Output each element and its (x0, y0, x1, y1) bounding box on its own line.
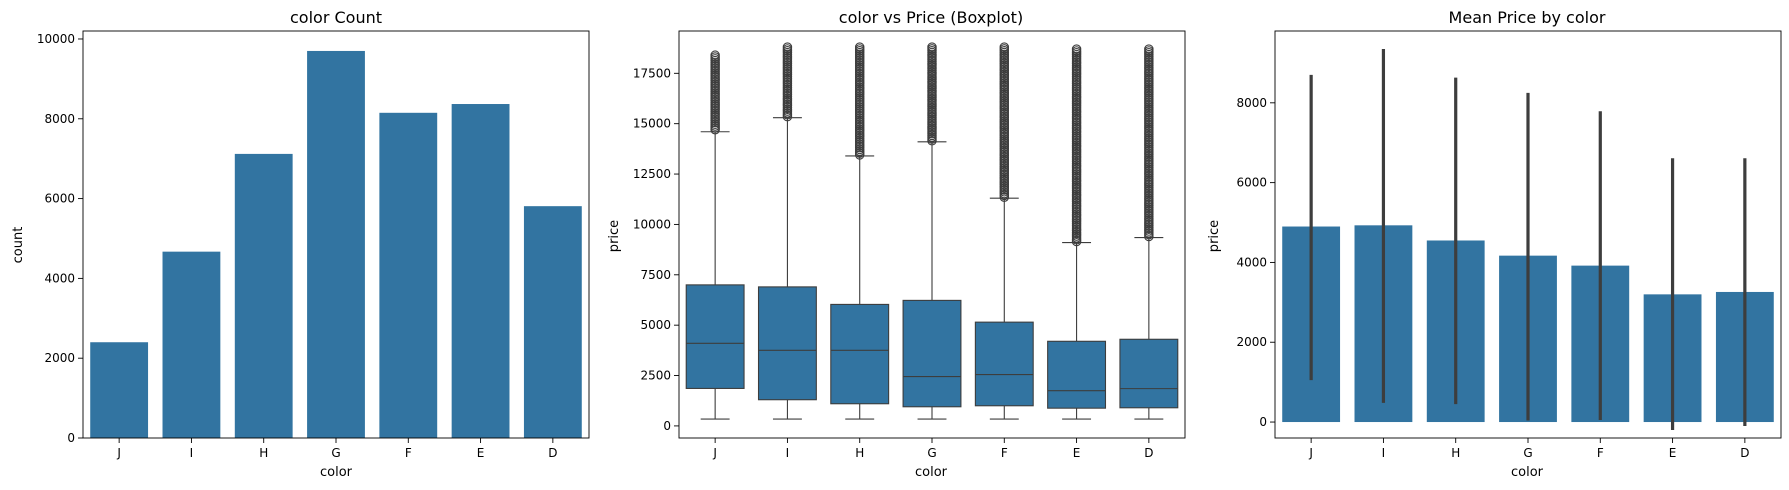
y-tick-label: 12500 (633, 167, 671, 181)
panel2-marks: 0 2500 5000 7500 10000 12500 15000 17500 J I H G F E D (633, 42, 1179, 460)
x-tick-label: E (477, 446, 485, 460)
panel1-frame (82, 30, 590, 439)
panel-boxplot: color vs Price (Boxplot) color price 0 25… (607, 8, 1186, 480)
x-tick-label: H (1451, 446, 1460, 460)
x-tick-label: F (1597, 446, 1604, 460)
outlier-point (1144, 44, 1154, 54)
x-tick-label: J (116, 446, 121, 460)
y-tick-label: 2000 (1236, 335, 1267, 349)
box (685, 284, 745, 389)
y-tick-label: 2500 (640, 369, 671, 383)
y-tick-label: 6000 (44, 192, 75, 206)
y-tick-label: 8000 (1236, 96, 1267, 110)
y-tick-label: 0 (663, 419, 671, 433)
panel2-title: color vs Price (Boxplot) (839, 8, 1023, 27)
outlier-point (927, 42, 937, 52)
panel3-ylabel: price (1207, 220, 1222, 252)
y-tick-label: 5000 (640, 318, 671, 332)
x-tick-label: D (1740, 446, 1749, 460)
x-tick-label: I (786, 446, 790, 460)
x-tick-label: D (1144, 446, 1153, 460)
x-tick-label: H (259, 446, 268, 460)
panel1-marks: 0 2000 4000 6000 8000 10000 J I H G F E D (37, 32, 582, 460)
box (902, 299, 962, 408)
bar (307, 50, 365, 438)
y-tick-label: 0 (67, 431, 75, 445)
x-tick-label: I (190, 446, 194, 460)
x-tick-label: J (712, 446, 717, 460)
x-tick-label: E (1073, 446, 1081, 460)
bar (234, 153, 293, 438)
y-tick-label: 10000 (37, 32, 75, 46)
outlier-point (782, 42, 793, 52)
x-tick-label: E (1669, 446, 1677, 460)
panel1-xlabel: color (320, 465, 353, 480)
bar (523, 206, 582, 438)
x-tick-label: H (855, 446, 864, 460)
x-tick-label: J (1308, 446, 1313, 460)
box (1119, 338, 1179, 409)
box (974, 321, 1034, 407)
y-tick-label: 7500 (640, 268, 671, 282)
panel3-xlabel: color (1511, 465, 1544, 480)
box (757, 286, 817, 401)
y-tick-label: 2000 (44, 351, 75, 365)
bar (162, 251, 221, 438)
outlier-point (999, 42, 1010, 52)
bar (379, 112, 438, 439)
outlier-point (710, 50, 720, 60)
x-tick-label: F (1001, 446, 1008, 460)
panel2-ylabel: price (607, 220, 622, 252)
y-tick-label: 4000 (1236, 255, 1267, 269)
panel-color-count: color Count color count 0 2000 4000 6000 800… (11, 8, 590, 480)
y-tick-label: 15000 (633, 117, 671, 131)
y-tick-label: 17500 (633, 66, 671, 80)
outlier-point (854, 42, 865, 52)
x-tick-label: G (331, 446, 340, 460)
panel3-title: Mean Price by color (1449, 8, 1606, 27)
y-tick-label: 10000 (633, 217, 671, 231)
panel1-title: color Count (290, 8, 382, 27)
x-tick-label: G (927, 446, 936, 460)
outlier-point (1071, 44, 1082, 54)
panel3-frame (1274, 30, 1782, 439)
bar (451, 104, 510, 438)
bar (90, 342, 149, 438)
box (1047, 340, 1107, 409)
panel3-marks: 0 2000 4000 6000 8000 J I H G F E D (1236, 48, 1774, 460)
x-tick-label: I (1382, 446, 1386, 460)
y-tick-label: 4000 (44, 271, 75, 285)
panel-mean-price: Mean Price by color color price 0 2000 400… (1207, 8, 1782, 480)
x-tick-label: G (1523, 446, 1532, 460)
panel1-ylabel: count (11, 227, 26, 264)
y-tick-label: 0 (1259, 415, 1267, 429)
x-tick-label: F (405, 446, 412, 460)
x-tick-label: D (548, 446, 557, 460)
panel2-xlabel: color (915, 465, 948, 480)
y-tick-label: 6000 (1236, 176, 1267, 190)
y-tick-label: 8000 (44, 112, 75, 126)
box (830, 303, 890, 405)
panel2-frame (678, 30, 1186, 439)
